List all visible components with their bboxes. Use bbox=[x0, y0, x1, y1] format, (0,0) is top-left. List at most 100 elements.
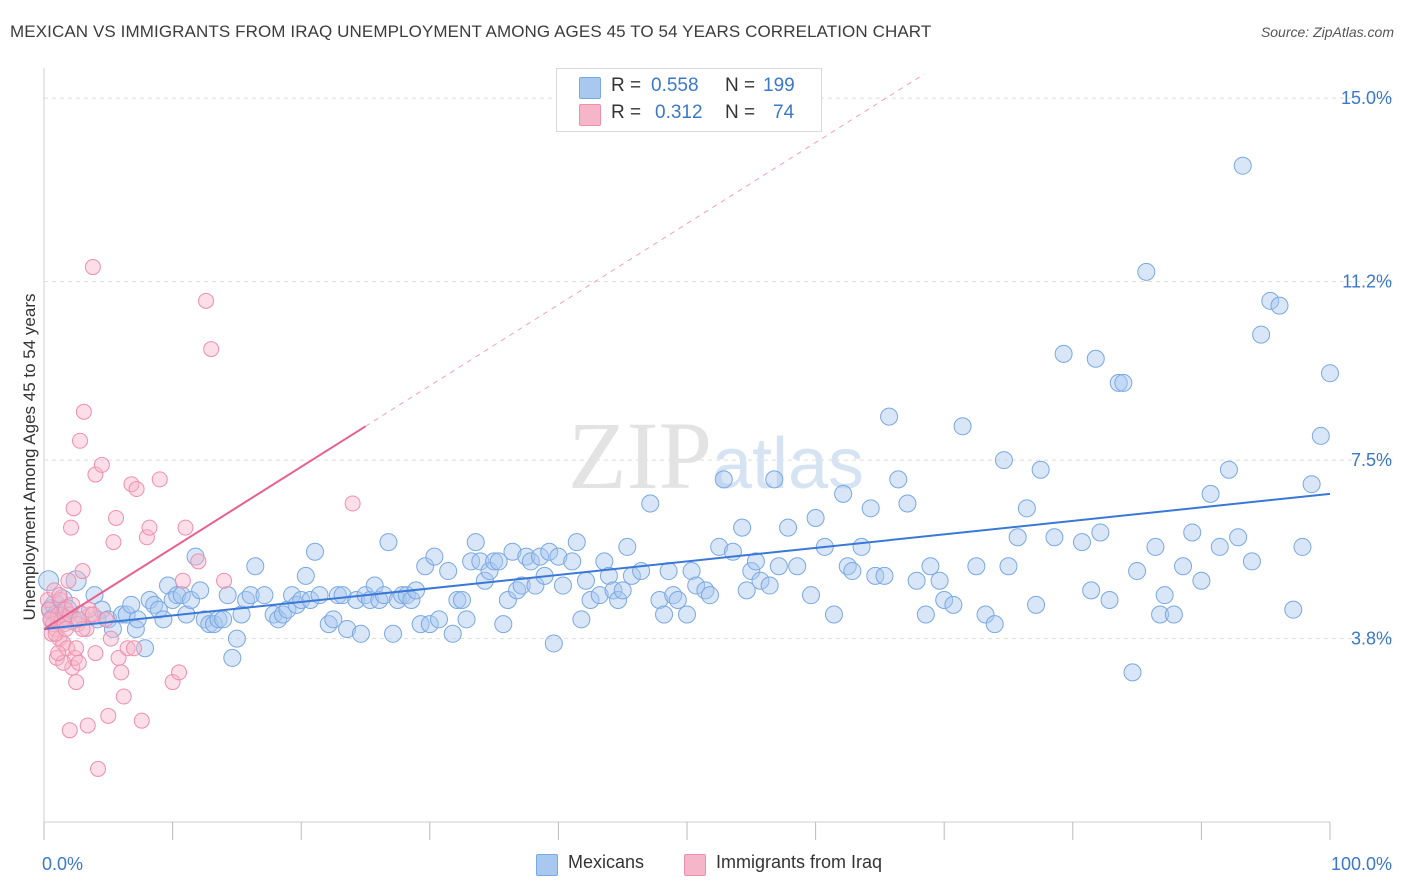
point-mexicans bbox=[1242, 552, 1261, 571]
point-mexicans bbox=[935, 591, 954, 610]
point-mexicans bbox=[898, 494, 917, 513]
point-iraq bbox=[198, 292, 215, 309]
point-iraq bbox=[164, 674, 181, 691]
point-mexicans bbox=[452, 591, 471, 610]
point-iraq bbox=[61, 722, 78, 739]
point-mexicans bbox=[420, 615, 439, 634]
point-mexicans bbox=[1072, 533, 1091, 552]
point-mexicans bbox=[921, 557, 940, 576]
point-mexicans bbox=[572, 610, 591, 629]
point-mexicans bbox=[1114, 373, 1133, 392]
point-mexicans bbox=[553, 576, 572, 595]
point-iraq bbox=[90, 760, 107, 777]
point-iraq bbox=[70, 611, 87, 628]
point-mexicans bbox=[1146, 537, 1165, 556]
point-mexicans bbox=[1192, 571, 1211, 590]
point-mexicans bbox=[1151, 605, 1170, 624]
point-mexicans bbox=[1321, 364, 1339, 383]
point-mexicans bbox=[305, 542, 324, 561]
point-mexicans bbox=[687, 576, 706, 595]
point-mexicans bbox=[374, 586, 393, 605]
point-iraq bbox=[344, 495, 361, 512]
point-iraq bbox=[177, 519, 194, 536]
point-mexicans bbox=[1270, 296, 1289, 315]
point-iraq bbox=[68, 640, 85, 657]
point-iraq bbox=[102, 630, 119, 647]
point-mexicans bbox=[292, 591, 311, 610]
point-mexicans bbox=[779, 518, 798, 537]
point-mexicans bbox=[618, 537, 637, 556]
point-mexicans bbox=[214, 610, 233, 629]
point-mexicans bbox=[475, 571, 494, 590]
point-mexicans bbox=[443, 624, 462, 643]
point-mexicans bbox=[930, 571, 949, 590]
point-iraq bbox=[47, 625, 64, 642]
point-iraq bbox=[105, 534, 122, 551]
point-mexicans bbox=[218, 586, 237, 605]
point-mexicans bbox=[682, 562, 701, 581]
point-mexicans bbox=[563, 552, 582, 571]
legend-n-label: N = bbox=[725, 102, 756, 123]
point-mexicans bbox=[967, 557, 986, 576]
point-mexicans bbox=[521, 552, 540, 571]
point-mexicans bbox=[549, 547, 568, 566]
point-mexicans bbox=[1054, 344, 1073, 363]
point-mexicans bbox=[498, 591, 517, 610]
point-iraq bbox=[57, 620, 74, 637]
point-mexicans bbox=[1174, 557, 1193, 576]
point-mexicans bbox=[466, 533, 485, 552]
point-mexicans bbox=[485, 552, 504, 571]
point-mexicans bbox=[733, 518, 752, 537]
point-mexicans bbox=[953, 417, 972, 436]
point-mexicans bbox=[1109, 373, 1128, 392]
point-mexicans bbox=[765, 470, 784, 489]
point-iraq bbox=[68, 674, 85, 691]
point-mexicans bbox=[861, 499, 880, 518]
point-mexicans bbox=[880, 407, 899, 426]
point-iraq bbox=[128, 481, 145, 498]
point-mexicans bbox=[742, 562, 761, 581]
point-mexicans bbox=[1031, 460, 1050, 479]
point-mexicans bbox=[1027, 595, 1046, 614]
point-iraq bbox=[171, 664, 188, 681]
bottom-legend-label: Immigrants from Iraq bbox=[716, 852, 883, 872]
point-iraq bbox=[113, 664, 130, 681]
point-mexicans bbox=[710, 537, 729, 556]
point-mexicans bbox=[1229, 528, 1248, 547]
point-mexicans bbox=[379, 533, 398, 552]
bottom-legend-swatch-blue bbox=[536, 854, 558, 876]
point-mexicans bbox=[338, 619, 357, 638]
point-mexicans bbox=[462, 552, 481, 571]
point-mexicans bbox=[1164, 605, 1183, 624]
point-iraq bbox=[51, 587, 68, 604]
point-mexicans bbox=[227, 629, 246, 648]
point-iraq bbox=[72, 432, 89, 449]
point-iraq bbox=[174, 572, 191, 589]
point-mexicans bbox=[802, 586, 821, 605]
point-mexicans bbox=[1302, 475, 1321, 494]
point-mexicans bbox=[1100, 591, 1119, 610]
point-mexicans bbox=[999, 557, 1018, 576]
point-mexicans bbox=[806, 508, 825, 527]
x-tick-label: 0.0% bbox=[42, 854, 83, 874]
point-mexicans bbox=[746, 552, 765, 571]
point-iraq bbox=[138, 529, 155, 546]
point-mexicans bbox=[1017, 499, 1036, 518]
point-mexicans bbox=[117, 605, 136, 624]
point-mexicans bbox=[429, 610, 448, 629]
legend-swatch-pink bbox=[579, 104, 601, 126]
point-mexicans bbox=[402, 591, 421, 610]
point-mexicans bbox=[1293, 537, 1312, 556]
point-mexicans bbox=[944, 595, 963, 614]
point-mexicans bbox=[700, 586, 719, 605]
point-mexicans bbox=[223, 648, 242, 667]
point-mexicans bbox=[241, 586, 260, 605]
point-mexicans bbox=[1183, 523, 1202, 542]
point-iraq bbox=[50, 645, 67, 662]
point-iraq bbox=[216, 572, 233, 589]
point-mexicans bbox=[737, 581, 756, 600]
point-mexicans bbox=[246, 557, 265, 576]
point-mexicans bbox=[567, 533, 586, 552]
point-mexicans bbox=[916, 605, 935, 624]
legend-swatch-blue bbox=[579, 77, 601, 99]
